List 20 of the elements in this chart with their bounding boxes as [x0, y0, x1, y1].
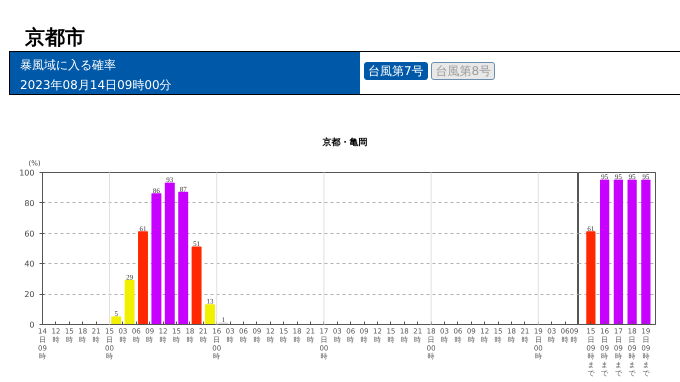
bar [151, 193, 162, 324]
y-tick-label: 100 [19, 168, 35, 178]
text: 台風第8号 [431, 62, 496, 80]
bar [164, 182, 175, 324]
text: 暴風域に入る確率 [20, 58, 116, 72]
bar [138, 231, 148, 324]
text: 京都市 [24, 24, 86, 49]
y-tick-label: 0 [29, 320, 35, 330]
y-tick-label: 20 [24, 290, 35, 300]
text: 2023年08月14日09時00分 [20, 78, 172, 92]
bar [178, 192, 188, 324]
y-tick-label: 40 [24, 260, 35, 269]
y-tick-label: 60 [24, 229, 35, 238]
text: 台風第7号 [364, 62, 428, 80]
chart-title: 京都・亀岡 [322, 137, 368, 150]
bar [192, 246, 202, 324]
bar [124, 280, 135, 324]
bar [205, 304, 215, 324]
y-tick-label: 80 [24, 198, 35, 208]
bar [111, 316, 122, 324]
